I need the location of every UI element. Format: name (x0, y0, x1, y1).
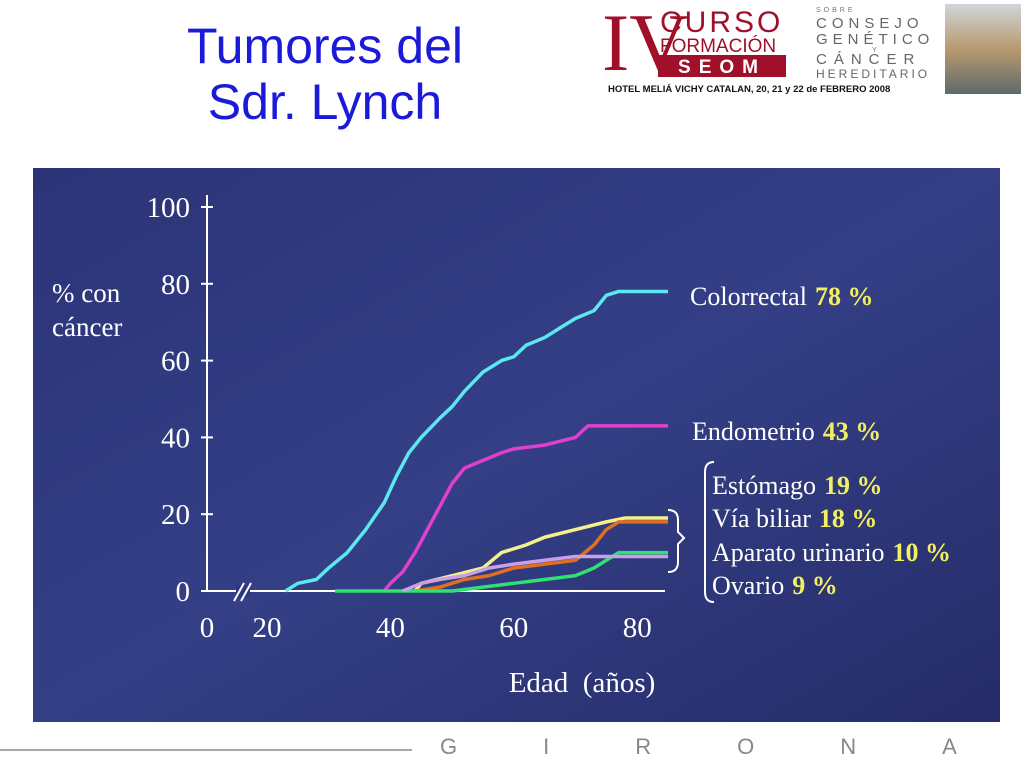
legend-name: Aparato urinario (712, 538, 885, 567)
logo-text: SEOM (678, 57, 766, 78)
axis-break (240, 582, 252, 602)
legend-entry: Colorrectal 78 % (690, 282, 873, 311)
series-line (334, 550, 669, 593)
legend-entry: Endometrio 43 % (692, 417, 881, 446)
logo-right: CONSEJO (816, 15, 924, 32)
logo-text: FORMACIÓN (660, 35, 776, 57)
legend-entry: Estómago 19 % (712, 471, 883, 500)
legend-name: Ovario (712, 571, 784, 600)
value-label: 18 % (819, 504, 878, 533)
logo-small: SOBRE (816, 7, 856, 14)
brace (704, 461, 715, 603)
legend-name: Estómago (712, 471, 816, 500)
legend-entry: Ovario 9 % (712, 571, 838, 600)
series-line (382, 424, 669, 593)
chart-panel (33, 168, 1000, 722)
y-tick-label: 60 (161, 346, 190, 378)
logo-right: Y (872, 47, 877, 54)
y-tick-label: 0 (176, 576, 191, 608)
x-tick-label: 60 (499, 612, 528, 644)
logo-box (658, 55, 786, 77)
series-line (402, 554, 669, 593)
logo-right: GENÉTICO (816, 31, 934, 48)
y-tick-label: 40 (161, 422, 190, 454)
series-line (284, 289, 669, 593)
legend-name: Colorrectal (690, 282, 807, 311)
y-tick-label: 20 (161, 499, 190, 531)
venue: HOTEL MELIÁ VICHY CATALAN, 20, 21 y 22 d… (608, 84, 890, 95)
x-tick-label: 20 (253, 612, 282, 644)
slide-title: Tumores del Sdr. Lynch (186, 18, 464, 130)
value-label: 9 % (792, 571, 838, 600)
footer-city: GIRONA (440, 734, 1024, 759)
value-label: 43 % (823, 417, 882, 446)
logo-right: CÁNCER (816, 51, 921, 68)
axis-break-gap (236, 585, 250, 597)
y-tick-label: 80 (161, 269, 190, 301)
value-label: 78 % (815, 282, 874, 311)
legend-entry: Aparato urinario 10 % (712, 538, 951, 567)
legend-entry: Vía biliar 18 % (712, 504, 877, 533)
legend-name: Vía biliar (712, 504, 811, 533)
x-axis-label: Edad (años) (509, 667, 656, 699)
value-label: 10 % (893, 538, 952, 567)
photo (945, 4, 1021, 94)
x-tick-label: 40 (376, 612, 405, 644)
y-axis-label: % con cáncer (52, 278, 123, 342)
series-line (414, 520, 669, 593)
legend-name: Endometrio (692, 417, 815, 446)
logo-right: HEREDITARIO (816, 67, 930, 81)
value-label: 19 % (824, 471, 883, 500)
logo-text: CURSO (660, 6, 783, 39)
axis-break (233, 582, 245, 602)
y-tick-label: 100 (147, 192, 191, 224)
brace (667, 509, 686, 573)
x-tick-label: 80 (623, 612, 652, 644)
x-tick-label: 0 (200, 612, 215, 644)
